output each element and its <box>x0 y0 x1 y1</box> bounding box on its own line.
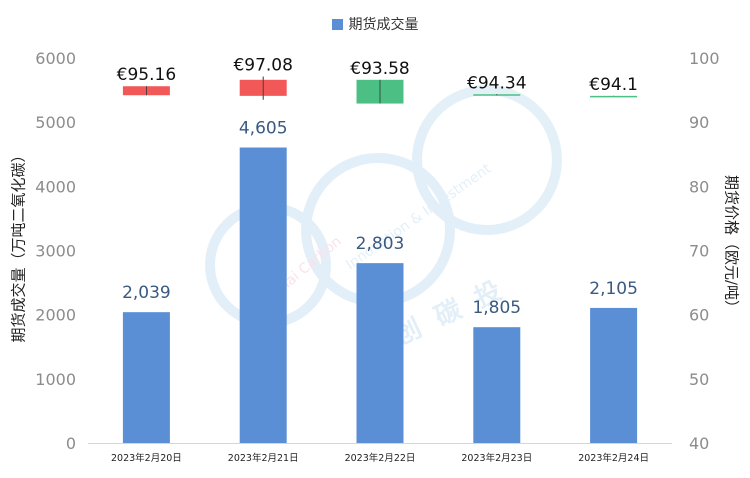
candle-price-label: €94.34 <box>467 73 526 93</box>
candle-price-label: €97.08 <box>233 56 292 76</box>
y-left-tick-label: 4000 <box>35 177 76 196</box>
bar <box>473 327 521 443</box>
candle-price-label: €94.1 <box>589 75 638 95</box>
y-left-tick-label: 1000 <box>35 370 76 389</box>
bar <box>122 312 170 443</box>
bar-value-label: 4,605 <box>239 119 288 139</box>
y-right-tick-label: 60 <box>689 306 709 325</box>
y-left-tick-label: 5000 <box>35 113 76 132</box>
legend-label: 期货成交量 <box>348 17 419 33</box>
legend-swatch <box>331 19 343 30</box>
bar <box>239 147 287 443</box>
y-right-tick-label: 90 <box>689 113 709 132</box>
axes: 0 1000 2000 3000 4000 5000 6000 40 50 60 70 80 90 100… <box>35 49 719 464</box>
x-tick-label: 2023年2月23日 <box>461 452 532 464</box>
candle-price-label: €93.58 <box>350 59 409 79</box>
y-left-tick-label: 0 <box>66 434 76 453</box>
x-tick-label: 2023年2月21日 <box>228 452 299 464</box>
bar-value-label: 1,805 <box>472 298 521 318</box>
bar <box>356 263 404 443</box>
bar-value-label: 2,039 <box>122 283 171 303</box>
candlestick-series: €95.16 €97.08 €93.58 €94.34 €94.1 <box>117 56 638 104</box>
candle-body <box>590 95 638 98</box>
candle-price-label: €95.16 <box>117 65 176 85</box>
legend: 期货成交量 <box>0 14 750 34</box>
bar-series: 2,039 4,605 2,803 1,805 2,105 <box>122 119 638 443</box>
y-right-tick-label: 100 <box>689 49 720 68</box>
watermark-ring-right <box>412 85 562 235</box>
y-right-tick-label: 50 <box>689 370 709 389</box>
y-right-tick-label: 80 <box>689 177 709 196</box>
x-tick-label: 2023年2月24日 <box>578 452 649 464</box>
bar-value-label: 2,803 <box>356 234 405 254</box>
x-tick-label: 2023年2月20日 <box>111 452 182 464</box>
y-left-tick-label: 2000 <box>35 306 76 325</box>
x-tick-label: 2023年2月22日 <box>345 452 416 464</box>
bar-value-label: 2,105 <box>589 279 638 299</box>
y-left-tick-label: 3000 <box>35 242 76 261</box>
bar <box>590 307 638 443</box>
y-right-tick-label: 40 <box>689 434 709 453</box>
y-right-tick-label: 70 <box>689 242 709 261</box>
y-left-tick-label: 6000 <box>35 49 76 68</box>
